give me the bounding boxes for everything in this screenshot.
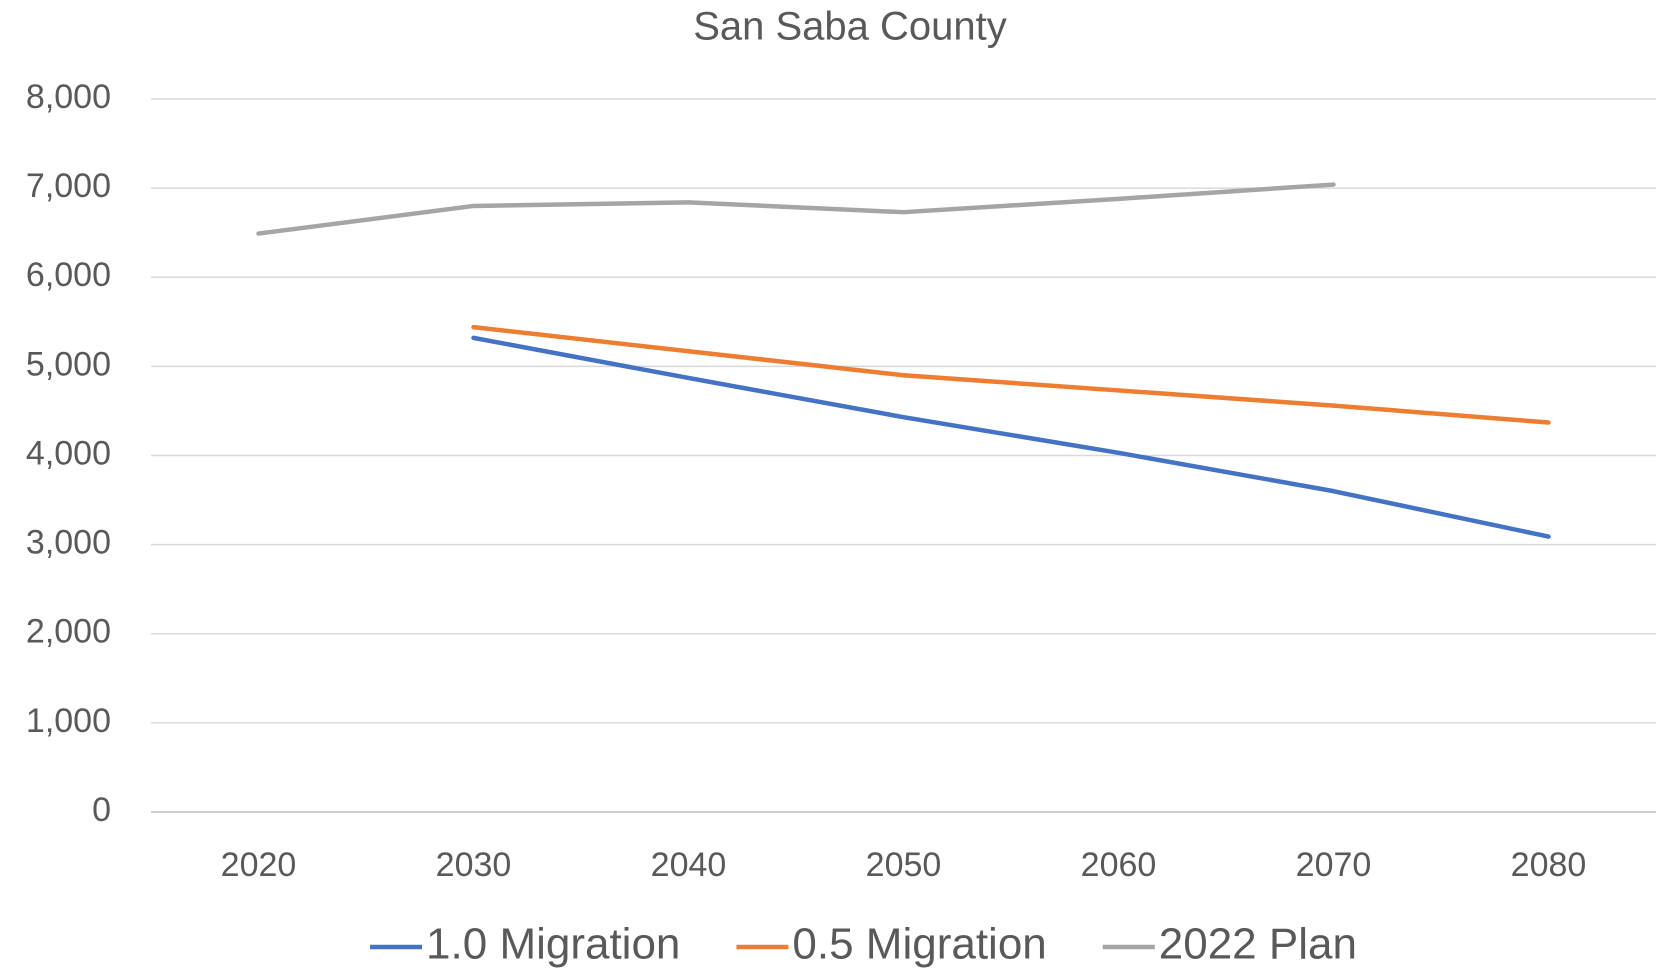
chart-title: San Saba County <box>693 5 1007 49</box>
series-line <box>256 182 1336 236</box>
y-tick-label: 8,000 <box>26 78 111 116</box>
legend-label: 0.5 Migration <box>792 920 1046 969</box>
legend-label: 2022 Plan <box>1159 920 1357 969</box>
x-tick-label: 2040 <box>651 846 727 884</box>
series-line <box>471 335 1551 539</box>
y-tick-label: 7,000 <box>26 167 111 205</box>
x-tick-label: 2060 <box>1081 846 1157 884</box>
y-tick-label: 4,000 <box>26 434 111 472</box>
y-tick-label: 1,000 <box>26 702 111 740</box>
y-tick-label: 2,000 <box>26 613 111 651</box>
x-tick-label: 2070 <box>1296 846 1372 884</box>
x-tick-label: 2020 <box>221 846 297 884</box>
series-line <box>471 324 1551 425</box>
legend-label: 1.0 Migration <box>426 920 680 969</box>
x-tick-label: 2030 <box>436 846 512 884</box>
x-tick-label: 2050 <box>866 846 942 884</box>
y-tick-label: 3,000 <box>26 524 111 562</box>
y-tick-label: 5,000 <box>26 345 111 383</box>
y-tick-label: 6,000 <box>26 256 111 294</box>
x-tick-label: 2080 <box>1511 846 1587 884</box>
y-tick-label: 0 <box>92 791 111 829</box>
